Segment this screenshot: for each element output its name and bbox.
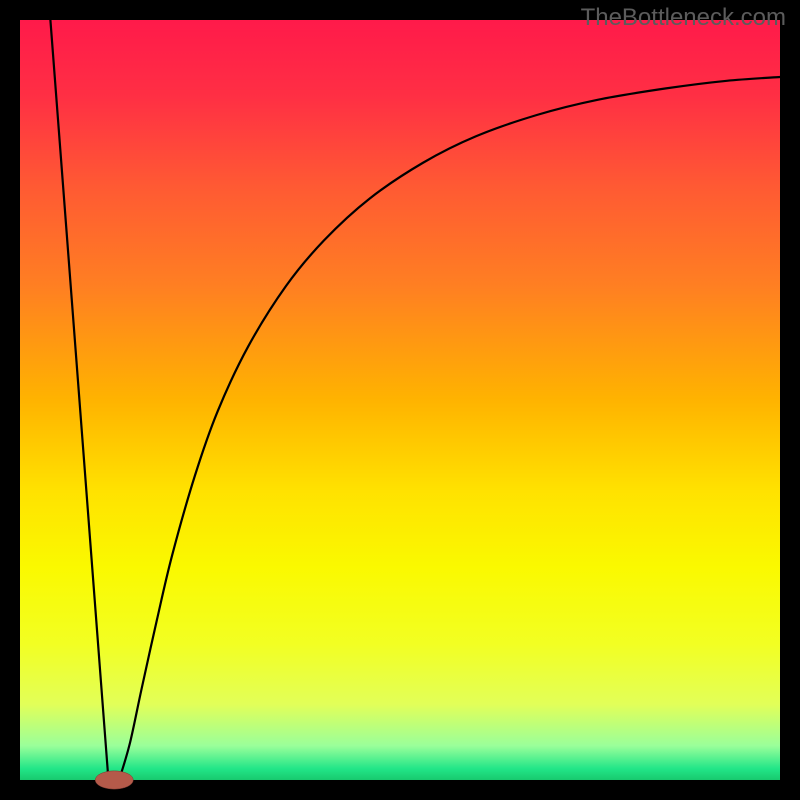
plot-background <box>20 20 780 780</box>
min-marker <box>95 771 133 789</box>
bottleneck-chart <box>0 0 800 800</box>
watermark-label: TheBottleneck.com <box>581 4 786 32</box>
chart-container: { "chart": { "type": "line", "canvas": {… <box>0 0 800 800</box>
